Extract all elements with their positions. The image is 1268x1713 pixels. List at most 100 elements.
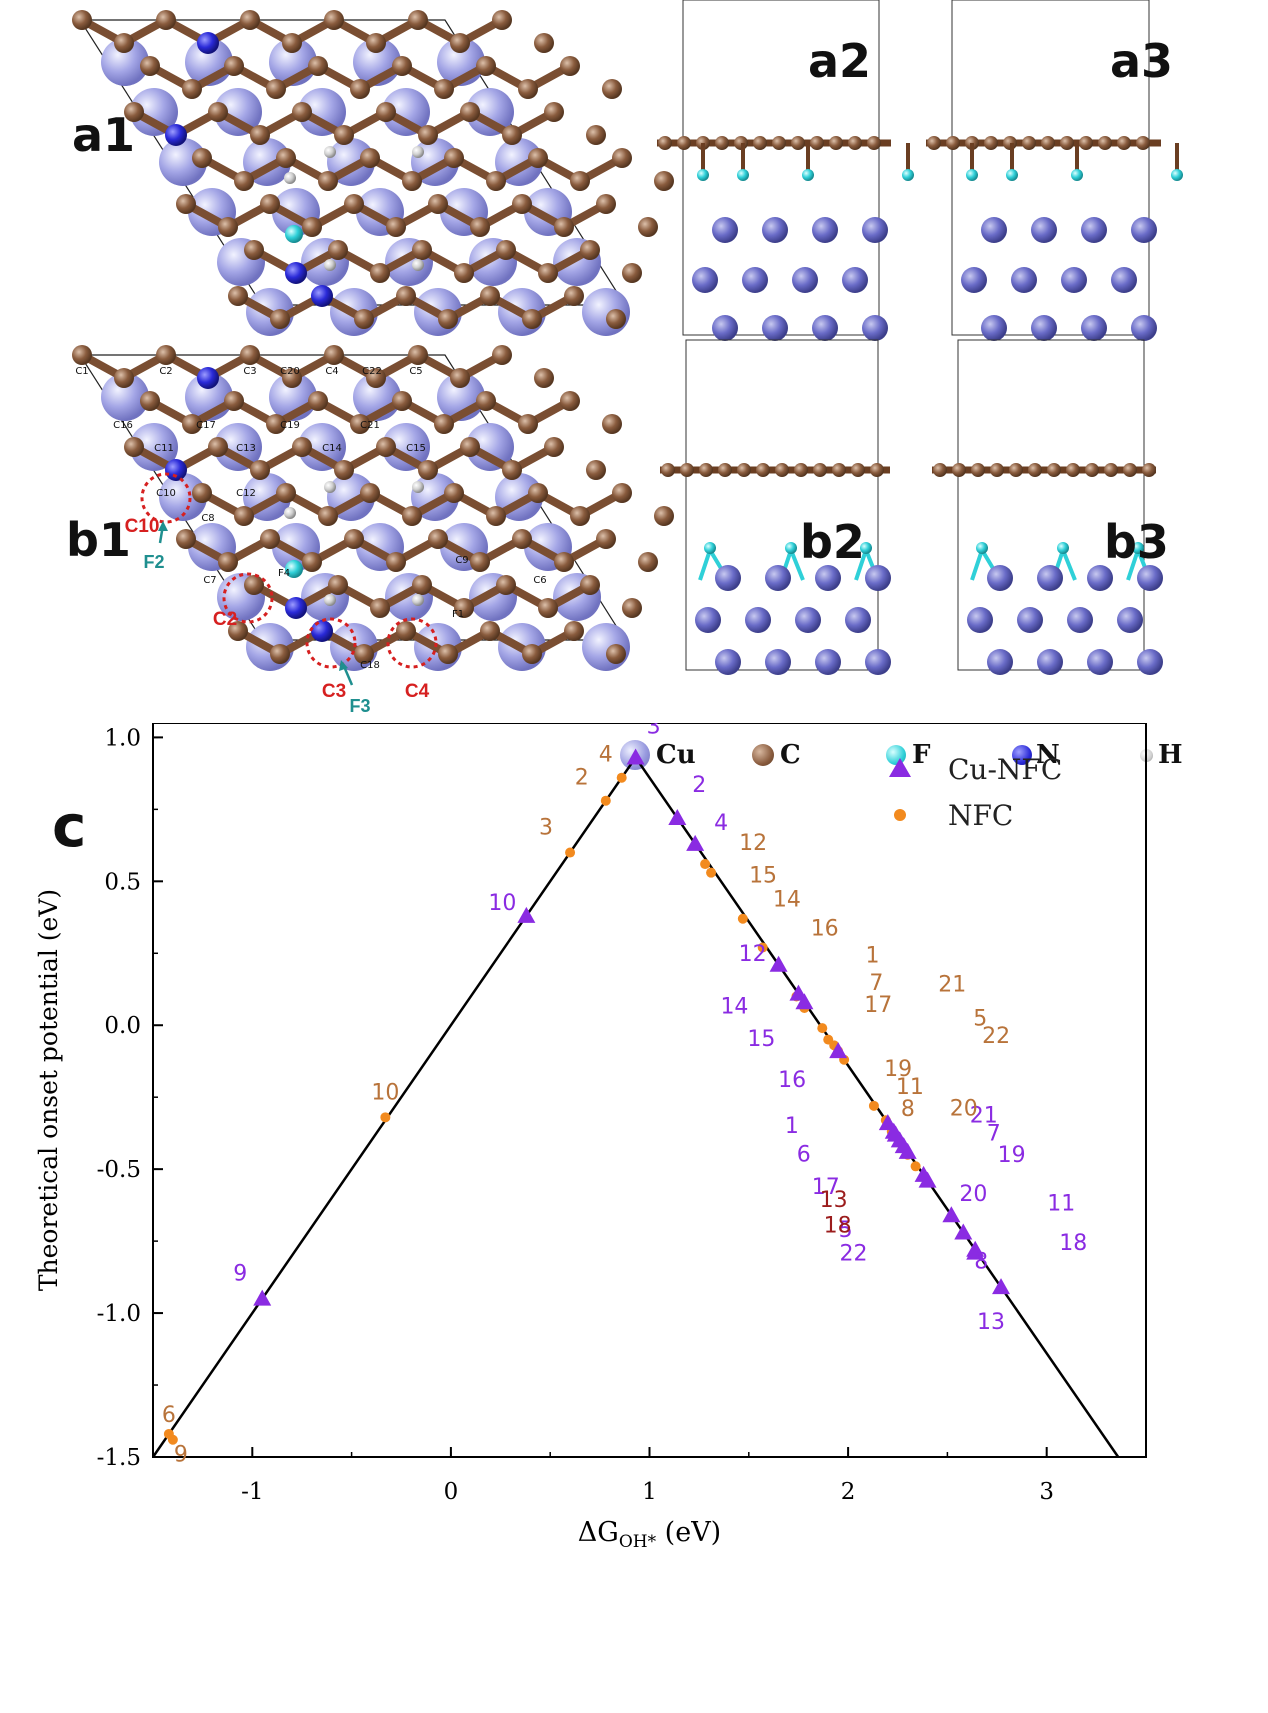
x-tick-label: -1 (241, 1479, 263, 1505)
c-atom (534, 368, 554, 388)
cu-atom-side (815, 565, 841, 591)
c-atom (512, 194, 532, 214)
c-atom (234, 506, 254, 526)
c-atom-side (1041, 136, 1055, 150)
x-axis-title: ΔGOH* (eV) (578, 1517, 721, 1552)
c-atom (386, 217, 406, 237)
cu-nfc-point-label: 18 (1059, 1231, 1087, 1256)
cu-atom (382, 423, 430, 471)
c-atom-side (867, 136, 881, 150)
c-atom (454, 598, 474, 618)
cu-atom (101, 38, 149, 86)
c-atom (470, 552, 490, 572)
atom-label: C22 (362, 366, 382, 377)
site-label-c10: C10 (125, 516, 160, 537)
f-atom-side (737, 169, 749, 181)
c-atom (428, 529, 448, 549)
plot-frame (152, 723, 1147, 1458)
cu-atom-side (692, 267, 718, 293)
c-atom-side (756, 463, 770, 477)
nfc-point-label: 7 (869, 971, 883, 996)
legend-label-nfc: NFC (948, 799, 1013, 832)
n-atom (285, 262, 307, 284)
c-atom (408, 10, 428, 30)
nfc-point-label: 11 (896, 1075, 924, 1100)
nfc-point (600, 795, 611, 806)
c-atom (318, 171, 338, 191)
c-atom (502, 125, 522, 145)
cu-atom-side (1087, 649, 1113, 675)
site-circle-c4 (386, 617, 438, 669)
panel-label-a3: a3 (1110, 34, 1174, 88)
site-label-c2: C2 (213, 609, 237, 630)
cu-atom-side (762, 315, 788, 341)
nfc-point-label: 17 (864, 993, 892, 1018)
c-atom (396, 286, 416, 306)
c-atom (224, 56, 244, 76)
y-tick-label: -1.0 (97, 1301, 141, 1327)
cu-nfc-point-label: 13 (977, 1310, 1005, 1335)
atom-label: C5 (409, 366, 422, 377)
y-axis-title: Theoretical onset potential (eV) (34, 889, 63, 1291)
c-atom (156, 10, 176, 30)
panel-label-b3: b3 (1104, 515, 1169, 569)
c-atom (522, 309, 542, 329)
c-atom (402, 171, 422, 191)
cu-nfc-point-label: 14 (720, 995, 748, 1020)
c-atom (534, 33, 554, 53)
nfc-point-label: 8 (901, 1097, 915, 1122)
nfc-point-label: 1 (865, 943, 879, 968)
c-atom-side (813, 463, 827, 477)
c-atom-side (829, 136, 843, 150)
atom-label: C21 (360, 420, 380, 431)
c-atom-side (1117, 136, 1131, 150)
c-atom-side (1022, 136, 1036, 150)
c-atom-side (1028, 463, 1042, 477)
cu-atom-side (845, 607, 871, 633)
atom-label: C12 (236, 488, 256, 499)
n-atom-icon (1012, 745, 1032, 765)
panel-label-c: c (52, 792, 87, 860)
c-atom (240, 10, 260, 30)
cu-atom-side (981, 217, 1007, 243)
cu-atom-side (742, 267, 768, 293)
cu-atom-side (862, 217, 888, 243)
c-atom (486, 506, 506, 526)
c-atom (334, 460, 354, 480)
c-atom-side (680, 463, 694, 477)
cu-nfc-point (918, 1171, 937, 1188)
cu-nfc-point (517, 906, 536, 923)
n-atom (197, 367, 219, 389)
c-atom (554, 217, 574, 237)
c-atom-side (952, 463, 966, 477)
c-atom-side (1098, 136, 1112, 150)
y-tick-label: 0.5 (104, 869, 141, 895)
c-atom (496, 575, 516, 595)
cu-nfc-point-label: 3 (647, 723, 661, 740)
c-atom-side (1104, 463, 1118, 477)
cu-atom-side (1081, 315, 1107, 341)
cu-atom-side (812, 217, 838, 243)
c-atom (328, 240, 348, 260)
cu-atom-side (745, 607, 771, 633)
nfc-point (757, 942, 768, 953)
f-atom-side (976, 542, 988, 554)
c-atom (366, 33, 386, 53)
c-atom (370, 598, 390, 618)
nfc-point (910, 1161, 921, 1172)
c-atom-side (870, 463, 884, 477)
cu-nfc-point-label: 4 (714, 811, 728, 836)
c-atom (560, 391, 580, 411)
site-circle-c10 (140, 472, 192, 524)
nfc-point-label: 14 (773, 888, 801, 913)
cu-nfc-point (769, 955, 788, 972)
c-atom (208, 437, 228, 457)
site-label-c4: C4 (405, 681, 430, 702)
nfc-point-label: 15 (749, 864, 777, 889)
cu-atom-side (1037, 565, 1063, 591)
cu-atom-side (987, 649, 1013, 675)
cu-atom-side (1111, 267, 1137, 293)
chart-frame (152, 723, 1147, 1458)
cu-nfc-point-label: 22 (840, 1242, 868, 1267)
